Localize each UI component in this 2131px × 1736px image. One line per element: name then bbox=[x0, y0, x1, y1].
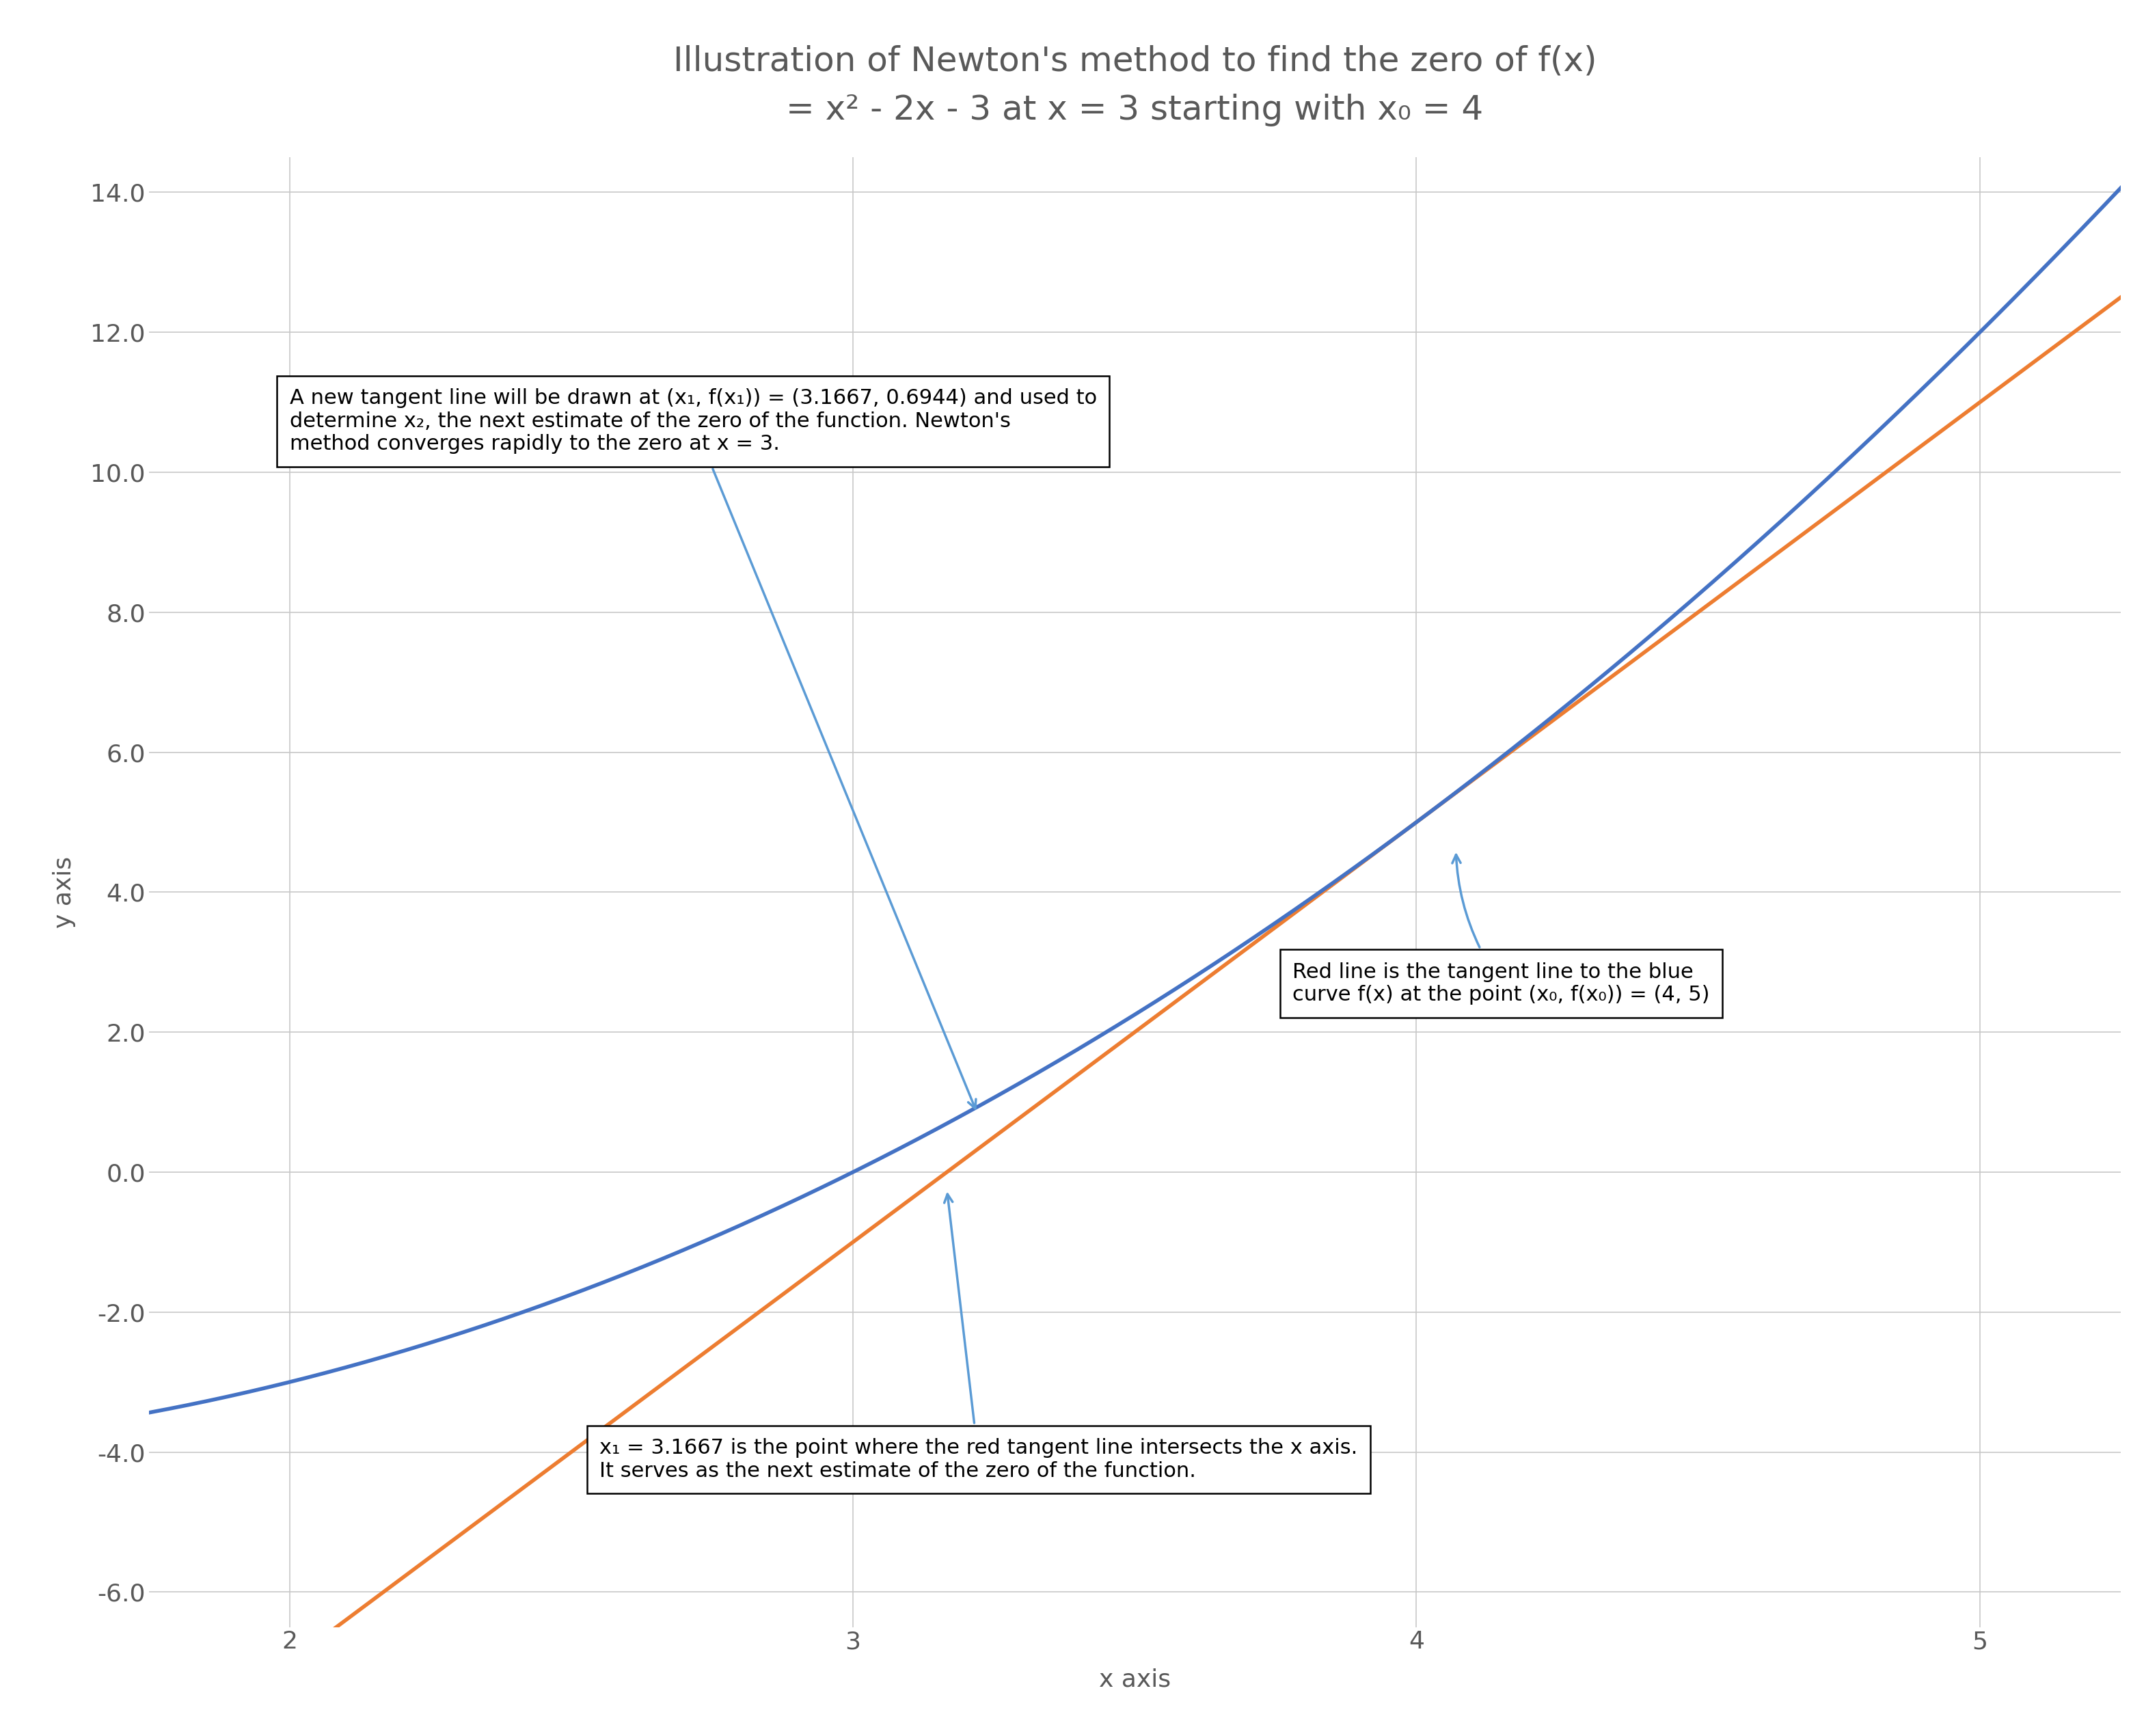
Y-axis label: y axis: y axis bbox=[53, 856, 77, 929]
Text: x₁ = 3.1667 is the point where the red tangent line intersects the x axis.
It se: x₁ = 3.1667 is the point where the red t… bbox=[599, 1194, 1357, 1481]
Text: Red line is the tangent line to the blue
curve f(x) at the point (x₀, f(x₀)) = (: Red line is the tangent line to the blue… bbox=[1294, 854, 1709, 1005]
Title: Illustration of Newton's method to find the zero of f(x)
= x² - 2x - 3 at x = 3 : Illustration of Newton's method to find … bbox=[673, 45, 1596, 127]
Text: A new tangent line will be drawn at (x₁, f(x₁)) = (3.1667, 0.6944) and used to
d: A new tangent line will be drawn at (x₁,… bbox=[290, 389, 1097, 1108]
X-axis label: x axis: x axis bbox=[1100, 1668, 1170, 1691]
